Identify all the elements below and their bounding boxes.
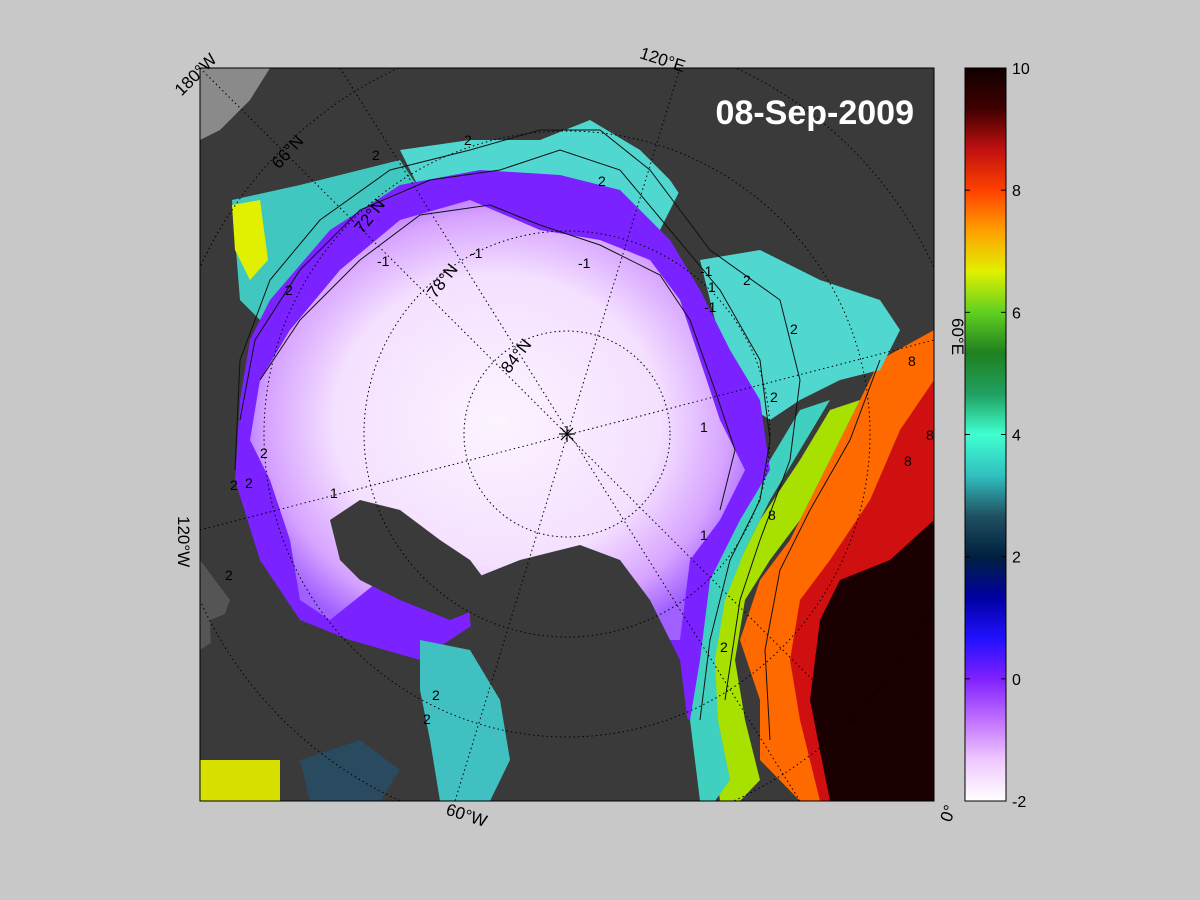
lat-circle-78: [363, 230, 771, 638]
colorbar-tick-label: 4: [1012, 428, 1021, 445]
contour-label: -1: [470, 245, 483, 261]
contour-2: [234, 129, 801, 701]
land-region: [200, 560, 230, 650]
colorbar: 10 8 6 4 2 0 -2: [964, 61, 1030, 811]
colorbar-tick-label: 8: [1012, 183, 1021, 200]
contour-label: -1: [704, 299, 717, 315]
colorbar-tick-label: 6: [1012, 305, 1021, 322]
contour-label: 2: [423, 711, 431, 727]
border-label-120w: 120°W: [174, 516, 193, 567]
contour-label: 2: [743, 272, 751, 288]
contour-label: 1: [330, 485, 338, 501]
colorbar-tick-label: -2: [1012, 794, 1026, 811]
hudson-warm-water: [200, 760, 280, 801]
contour-label: 2: [598, 173, 606, 189]
contour-label: 2: [260, 445, 268, 461]
canadian-archipelago: [330, 500, 500, 620]
no-data-region-corner: [200, 68, 270, 140]
contour-label: 2: [285, 282, 293, 298]
contour-label: 2: [230, 477, 238, 493]
lat-circle-72: [263, 130, 871, 738]
lat-circle-84: [463, 330, 671, 538]
chukchi-warm-patch: [232, 200, 268, 280]
baffin-bay-water: [420, 640, 510, 801]
contour-label: 2: [372, 147, 380, 163]
contour-label: 2: [464, 132, 472, 148]
map-date: 08-Sep-2009: [716, 94, 914, 132]
contour-label: 1: [700, 527, 708, 543]
colorbar-tick-label: 0: [1012, 672, 1021, 689]
contour-label: -1: [700, 263, 713, 279]
north-pole-marker: [559, 426, 575, 442]
hudson-strait-water: [300, 740, 400, 801]
siberia-land: [610, 68, 934, 300]
contour-label: 2: [770, 389, 778, 405]
atlantic-dark-water: [810, 520, 934, 801]
contour-lines: [234, 129, 881, 741]
alaska-land: [200, 68, 420, 190]
contour-minus1: [259, 204, 736, 511]
contour-label: 2: [790, 321, 798, 337]
contour-label: 8: [904, 453, 912, 469]
colorbar-ticks: 10 8 6 4 2 0 -2: [965, 61, 1030, 811]
contour-label: 1: [700, 419, 708, 435]
contour-label: 1: [708, 279, 716, 295]
contour-1: [239, 149, 771, 721]
contour-label: -1: [578, 255, 591, 271]
colorbar-tick-label: 10: [1012, 61, 1030, 78]
border-label-0: 0°: [937, 803, 960, 825]
contour-label: -1: [377, 253, 390, 269]
contour-8: [764, 359, 881, 741]
canada-mainland: [210, 600, 320, 780]
colorbar-scale: [964, 67, 1007, 802]
border-label-60w: 60°W: [444, 800, 490, 831]
contour-label: 8: [908, 353, 916, 369]
contour-label: 2: [720, 639, 728, 655]
border-label-60e: 60°E: [948, 318, 967, 355]
colorbar-tick-label: 2: [1012, 550, 1021, 567]
contour-label: 2: [432, 687, 440, 703]
barents-sea-water: [700, 250, 900, 420]
contour-label: 8: [926, 427, 934, 443]
contour-label: 8: [768, 507, 776, 523]
contour-label: 2: [225, 567, 233, 583]
map-frame: [199, 67, 935, 802]
contour-label: 2: [245, 475, 253, 491]
greenland: [470, 545, 690, 801]
